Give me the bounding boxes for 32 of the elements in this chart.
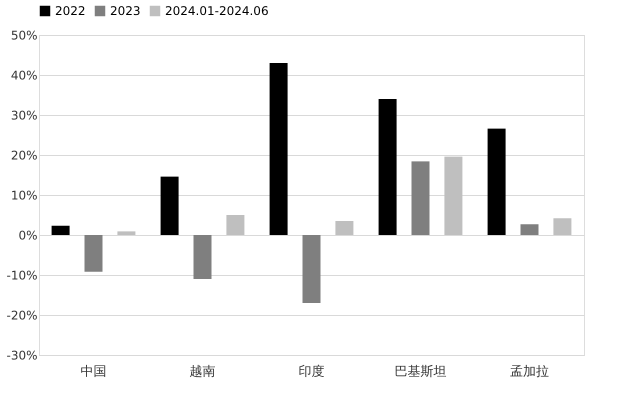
y-tick-label: -30%	[6, 348, 38, 362]
bar	[302, 235, 320, 303]
y-tick-label: 50%	[10, 28, 38, 42]
bar	[194, 235, 212, 279]
bar	[52, 226, 70, 235]
y-tick-label: 0%	[18, 228, 38, 242]
bar	[160, 176, 179, 235]
bar	[488, 128, 506, 235]
legend-label: 2023	[110, 4, 141, 18]
bar	[520, 224, 538, 235]
x-tick-label: 孟加拉	[510, 364, 549, 380]
y-tick-label: -20%	[6, 308, 38, 322]
bar	[553, 218, 572, 235]
legend-label: 2024.01-2024.06	[165, 4, 269, 18]
bar	[270, 63, 288, 235]
bar	[335, 221, 354, 235]
legend-label: 2022	[55, 4, 86, 18]
bar	[412, 161, 430, 235]
bar	[444, 156, 462, 235]
y-tick-label: 10%	[10, 188, 38, 202]
x-tick-label: 巴基斯坦	[394, 364, 446, 380]
bar	[117, 231, 136, 235]
x-tick-label: 印度	[298, 364, 324, 380]
y-tick-label: -10%	[6, 268, 38, 282]
y-tick-label: 20%	[10, 148, 38, 162]
y-tick-label: 30%	[10, 108, 38, 122]
bar	[226, 215, 244, 235]
y-tick-label: 40%	[10, 68, 38, 82]
x-tick-label: 中国	[80, 364, 106, 380]
bar	[378, 99, 397, 235]
bar	[84, 235, 102, 272]
x-tick-label: 越南	[190, 364, 216, 380]
